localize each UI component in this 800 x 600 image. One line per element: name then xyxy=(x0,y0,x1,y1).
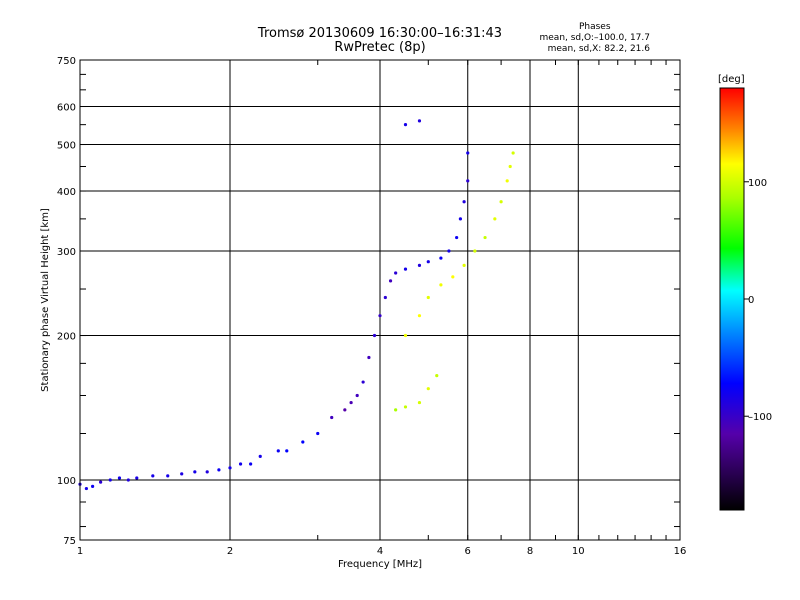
data-point-o xyxy=(330,415,334,420)
data-point-o xyxy=(193,470,197,474)
x-tick-label: 2 xyxy=(227,546,233,557)
data-point-o xyxy=(447,249,451,253)
data-point-o xyxy=(117,476,122,480)
data-point-x xyxy=(462,263,466,267)
data-point-o xyxy=(238,462,243,466)
x-tick-label: 6 xyxy=(465,546,471,557)
y-axis: 750 600 500 400 300 200 100 75 xyxy=(57,56,680,547)
data-point-o xyxy=(466,151,470,155)
y-tick-label: 750 xyxy=(57,56,76,67)
y-tick-label: 600 xyxy=(57,103,76,114)
data-point-o xyxy=(462,200,466,204)
data-point-o xyxy=(349,400,353,405)
data-points xyxy=(78,119,515,491)
data-point-x xyxy=(417,314,422,318)
data-point-o xyxy=(394,271,398,275)
data-point-o xyxy=(180,472,184,476)
data-point-o xyxy=(455,235,459,240)
data-point-o xyxy=(378,314,382,318)
y-tick-label: 400 xyxy=(57,187,76,198)
data-point-x xyxy=(426,295,430,300)
data-point-o xyxy=(367,355,371,360)
data-point-x xyxy=(493,217,497,221)
data-point-x xyxy=(417,400,422,405)
colorbar-tick-label: –100 xyxy=(748,412,772,423)
y-tick-label: 200 xyxy=(57,332,76,343)
data-point-o xyxy=(217,468,221,472)
x-tick-label: 1 xyxy=(77,546,83,557)
y-tick-label: 100 xyxy=(57,476,76,487)
data-point-x xyxy=(499,200,503,204)
data-point-o xyxy=(458,217,463,221)
data-point-o xyxy=(355,393,359,398)
data-point-x xyxy=(505,179,509,183)
chart-title: Tromsø 20130609 16:30:00–16:31:43 xyxy=(257,26,503,41)
colorbar-ticks: 100 0 –100 xyxy=(744,178,772,423)
data-point-o xyxy=(388,279,393,283)
x-axis-label: Frequency [MHz] xyxy=(338,559,422,570)
data-point-o xyxy=(166,474,170,478)
y-tick-label: 500 xyxy=(57,141,76,152)
data-point-o xyxy=(466,179,470,183)
y-tick-label: 300 xyxy=(57,247,76,258)
data-point-o xyxy=(108,478,112,482)
data-point-o xyxy=(276,449,280,453)
data-point-o xyxy=(84,486,88,491)
chart-subtitle: RwPretec (8p) xyxy=(334,40,426,55)
data-point-x xyxy=(508,164,512,169)
grid xyxy=(80,60,680,540)
data-point-o xyxy=(91,484,95,488)
data-point-o xyxy=(249,462,253,466)
data-point-o xyxy=(383,295,387,300)
data-point-o xyxy=(439,256,443,260)
phase-stats-title: Phases xyxy=(578,22,611,32)
data-point-x xyxy=(403,333,408,338)
data-point-x xyxy=(473,249,477,253)
data-point-o xyxy=(151,474,155,478)
phase-stats: Phases mean, sd,O:–100.0, 17.7 mean, sd,… xyxy=(540,22,651,55)
x-tick-label: 4 xyxy=(377,546,383,557)
data-point-o xyxy=(205,470,209,474)
data-point-o xyxy=(343,408,347,412)
data-point-x xyxy=(435,374,439,378)
data-point-x xyxy=(483,235,487,240)
data-point-o xyxy=(285,449,289,453)
data-point-o xyxy=(417,263,422,267)
data-point-o xyxy=(403,267,408,271)
phase-stats-x: mean, sd,X: 82.2, 21.6 xyxy=(547,44,650,54)
data-point-o xyxy=(301,440,305,444)
data-point-o xyxy=(361,380,365,384)
data-point-o xyxy=(99,480,103,484)
data-point-o xyxy=(372,333,377,338)
data-point-x xyxy=(426,387,430,391)
colorbar-label: [deg] xyxy=(718,74,745,85)
data-point-o xyxy=(426,260,430,264)
data-point-o xyxy=(316,431,320,436)
data-point-x xyxy=(403,405,408,409)
data-point-x xyxy=(451,275,455,279)
data-point-o xyxy=(258,454,262,459)
data-point-x xyxy=(439,283,443,287)
data-point-o xyxy=(403,123,408,127)
data-point-o xyxy=(126,478,130,482)
x-tick-label: 16 xyxy=(674,546,687,557)
y-tick-label: 75 xyxy=(63,536,76,547)
colorbar-tick-label: 0 xyxy=(748,295,754,306)
data-point-x xyxy=(511,151,515,155)
colorbar-tick-label: 100 xyxy=(748,178,767,189)
phase-stats-o: mean, sd,O:–100.0, 17.7 xyxy=(539,33,651,43)
data-point-o xyxy=(417,119,422,123)
colorbar xyxy=(719,87,745,511)
x-axis: 1 2 4 6 8 10 16 xyxy=(77,60,687,557)
x-tick-label: 8 xyxy=(527,546,533,557)
x-tick-label: 10 xyxy=(572,546,585,557)
data-point-o xyxy=(135,476,139,480)
data-point-x xyxy=(394,408,398,412)
data-point-o xyxy=(228,466,232,470)
y-axis-label: Stationary phase Virtual Height [km] xyxy=(40,208,51,392)
